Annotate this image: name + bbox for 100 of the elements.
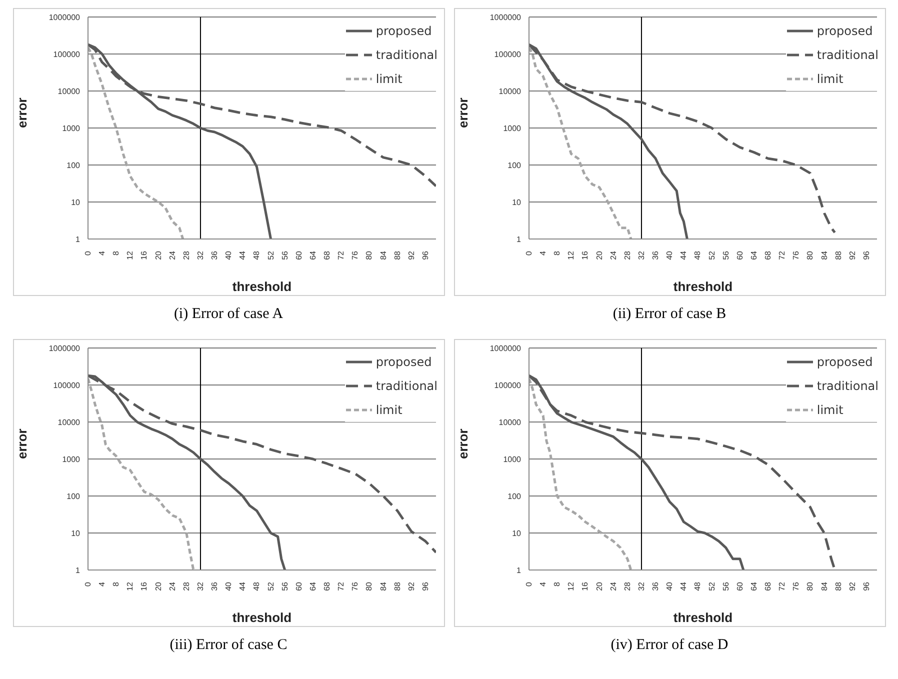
x-tick-label: 64: [748, 581, 758, 591]
x-tick-label: 88: [833, 581, 842, 591]
x-tick-label: 56: [720, 581, 730, 591]
y-tick-label: 100: [507, 160, 522, 170]
x-tick-label: 84: [819, 581, 828, 591]
y-axis-title: error: [14, 428, 30, 459]
x-tick-label: 12: [566, 581, 576, 591]
x-tick-label: 80: [805, 250, 814, 260]
legend-label: traditional: [376, 48, 438, 62]
text: (i) Error of case A: [174, 306, 284, 323]
x-tick-label: 52: [266, 581, 275, 591]
legend-label: proposed: [376, 355, 432, 369]
x-tick-label: 48: [692, 250, 702, 260]
x-tick-label: 20: [153, 581, 162, 591]
y-axis-title: error: [455, 98, 470, 128]
x-tick-label: 84: [819, 250, 828, 260]
x-tick-label: 0: [524, 250, 533, 256]
x-tick-label: 76: [350, 250, 360, 260]
x-tick-label: 52: [706, 250, 716, 260]
x-tick-label: 68: [322, 581, 332, 591]
y-tick-label: 10: [512, 198, 522, 207]
x-tick-label: 8: [552, 250, 562, 256]
legend-label: limit: [376, 72, 402, 86]
x-tick-label: 48: [252, 250, 261, 260]
x-axis-title: threshold: [672, 279, 732, 294]
x-tick-label: 52: [266, 250, 275, 260]
x-tick-label: 0: [83, 250, 92, 256]
x-tick-label: 4: [97, 581, 106, 586]
text: (iv) Error of case D: [610, 637, 728, 654]
x-tick-label: 20: [594, 581, 604, 591]
x-tick-label: 32: [195, 581, 204, 591]
x-tick-label: 68: [322, 250, 332, 260]
x-tick-label: 24: [167, 250, 176, 260]
x-tick-label: 4: [538, 581, 548, 586]
x-tick-label: 80: [805, 581, 814, 591]
y-tick-label: 1000: [62, 454, 80, 464]
y-tick-label: 100000: [52, 50, 80, 59]
legend-label: proposed: [816, 355, 873, 369]
legend-label: traditional: [816, 379, 878, 393]
x-tick-label: 32: [636, 581, 646, 591]
x-axis-title: threshold: [672, 610, 732, 625]
x-tick-label: 16: [139, 581, 148, 591]
x-tick-label: 16: [139, 250, 148, 260]
y-tick-label: 10: [512, 528, 522, 538]
x-tick-label: 36: [210, 581, 219, 591]
legend-label: proposed: [816, 24, 873, 38]
x-tick-label: 60: [734, 250, 744, 260]
x-tick-label: 0: [524, 581, 533, 586]
legend-label: traditional: [376, 379, 438, 393]
y-tick-label: 1: [516, 234, 522, 244]
x-tick-label: 92: [847, 250, 856, 260]
x-tick-label: 40: [664, 250, 674, 260]
x-tick-label: 8: [552, 581, 562, 586]
x-tick-label: 44: [678, 250, 688, 260]
x-tick-label: 60: [294, 250, 303, 260]
x-tick-label: 72: [777, 250, 786, 260]
legend-label: traditional: [816, 48, 878, 62]
x-tick-label: 28: [622, 250, 632, 260]
x-tick-label: 36: [650, 581, 660, 591]
x-tick-label: 56: [280, 250, 289, 260]
y-tick-label: 1000000: [489, 344, 522, 353]
x-axis-title: threshold: [232, 610, 292, 625]
y-tick-label: 100: [507, 492, 522, 501]
x-tick-label: 52: [706, 581, 716, 591]
y-tick-label: 100000: [494, 380, 522, 390]
x-tick-label: 72: [777, 581, 786, 591]
y-tick-label: 10000: [498, 418, 522, 427]
y-tick-label: 1000000: [48, 344, 80, 353]
x-tick-label: 12: [125, 250, 134, 260]
y-tick-label: 10000: [498, 86, 522, 96]
x-axis-title: threshold: [232, 279, 292, 294]
x-tick-label: 80: [364, 250, 374, 260]
x-tick-label: 4: [538, 250, 548, 256]
x-tick-label: 48: [252, 581, 261, 591]
x-tick-label: 88: [833, 250, 842, 260]
y-tick-label: 100000: [494, 50, 522, 59]
text: (iii) Error of case C: [170, 637, 288, 654]
y-tick-label: 10000: [57, 86, 80, 96]
x-tick-label: 32: [636, 250, 646, 260]
x-tick-label: 60: [294, 581, 303, 591]
x-tick-label: 16: [580, 250, 590, 260]
x-tick-label: 92: [406, 581, 416, 591]
y-tick-label: 1: [516, 566, 522, 575]
line-series: [88, 46, 184, 239]
y-tick-label: 100000: [52, 380, 80, 390]
y-tick-label: 1000: [62, 124, 80, 133]
x-tick-label: 76: [791, 250, 800, 260]
x-tick-label: 88: [392, 581, 402, 591]
x-tick-label: 96: [420, 581, 430, 591]
x-tick-label: 36: [210, 250, 219, 260]
y-tick-label: 1000: [502, 454, 522, 464]
x-tick-label: 80: [364, 581, 374, 591]
y-axis-title: error: [14, 98, 30, 128]
x-tick-label: 92: [847, 581, 856, 591]
x-tick-label: 40: [224, 250, 233, 260]
x-tick-label: 24: [167, 581, 176, 591]
legend-label: limit: [816, 403, 844, 417]
x-tick-label: 28: [181, 581, 190, 591]
x-tick-label: 32: [195, 250, 204, 260]
x-tick-label: 16: [580, 581, 590, 591]
